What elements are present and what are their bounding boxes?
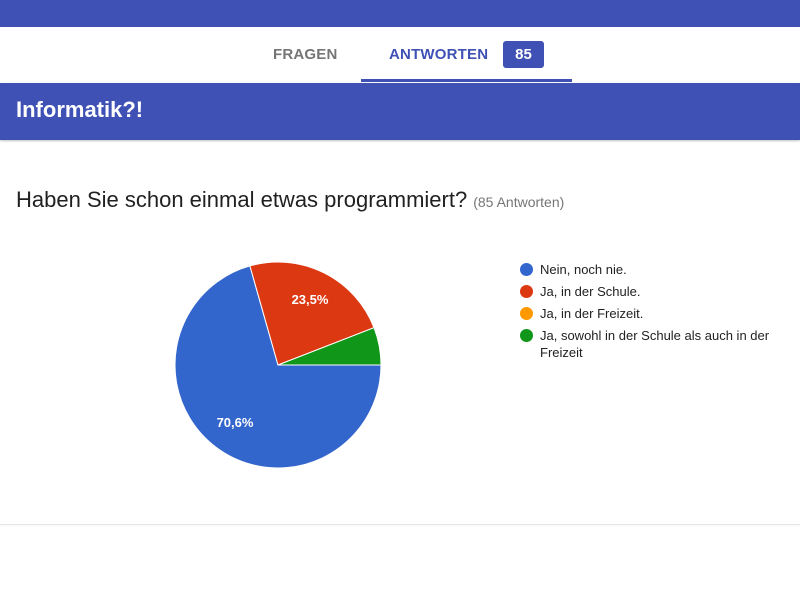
tab-antworten[interactable]: ANTWORTEN: [389, 46, 489, 63]
legend-item-nein[interactable]: Nein, noch nie.: [520, 261, 780, 278]
legend-item-schule[interactable]: Ja, in der Schule.: [520, 283, 780, 300]
top-bar: [0, 0, 800, 27]
slice-label-schule: 23,5%: [292, 292, 329, 307]
slice-beides[interactable]: [277, 327, 382, 366]
legend-item-beides[interactable]: Ja, sowohl in der Schule als auch in der…: [520, 327, 780, 361]
tab-bar: FRAGEN ANTWORTEN 85: [0, 27, 800, 83]
question-title: Haben Sie schon einmal etwas programmier…: [16, 187, 564, 213]
response-count: (85 Antworten): [473, 194, 565, 210]
legend-label: Ja, sowohl in der Schule als auch in der…: [540, 328, 770, 360]
legend-label: Nein, noch nie.: [540, 262, 627, 277]
slice-label-nein: 70,6%: [217, 415, 254, 430]
legend-dot-icon: [520, 285, 533, 298]
legend-label: Ja, in der Freizeit.: [540, 306, 644, 321]
slice-nein[interactable]: [174, 265, 382, 469]
responses-count-badge: 85: [503, 41, 544, 68]
legend-item-freizeit[interactable]: Ja, in der Freizeit.: [520, 305, 780, 322]
form-header: Informatik?!: [0, 83, 800, 140]
legend-dot-icon: [520, 307, 533, 320]
legend-dot-icon: [520, 329, 533, 342]
form-title: Informatik?!: [16, 97, 144, 122]
legend-dot-icon: [520, 263, 533, 276]
chart-legend: Nein, noch nie. Ja, in der Schule. Ja, i…: [520, 261, 780, 366]
question-text: Haben Sie schon einmal etwas programmier…: [16, 187, 468, 212]
legend-label: Ja, in der Schule.: [540, 284, 641, 299]
card-divider: [0, 524, 800, 525]
active-tab-indicator: [361, 79, 572, 82]
tab-fragen[interactable]: FRAGEN: [273, 46, 338, 63]
